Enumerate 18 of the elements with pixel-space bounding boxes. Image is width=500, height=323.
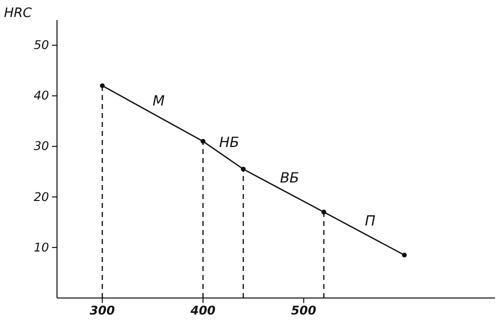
point [240,166,246,172]
y-tick-label: 40 [34,88,50,103]
point [402,252,407,258]
x-tick-label: 400 [189,304,216,318]
annotation: ВБ [280,170,300,187]
point [100,83,105,88]
y-tick-label: 30 [34,139,50,154]
x-tick-label: 500 [291,304,316,318]
y-tick-label: 50 [34,38,50,52]
annotation: П [364,214,376,230]
y-axis-title: HRC [4,6,33,21]
point [321,210,326,214]
y-tick-label: 10 [34,240,50,254]
annotation: М [152,94,165,110]
annotation: НБ [219,135,240,152]
point [200,138,206,144]
y-tick-label: 20 [34,190,50,204]
x-tick-label: 300 [90,304,115,318]
